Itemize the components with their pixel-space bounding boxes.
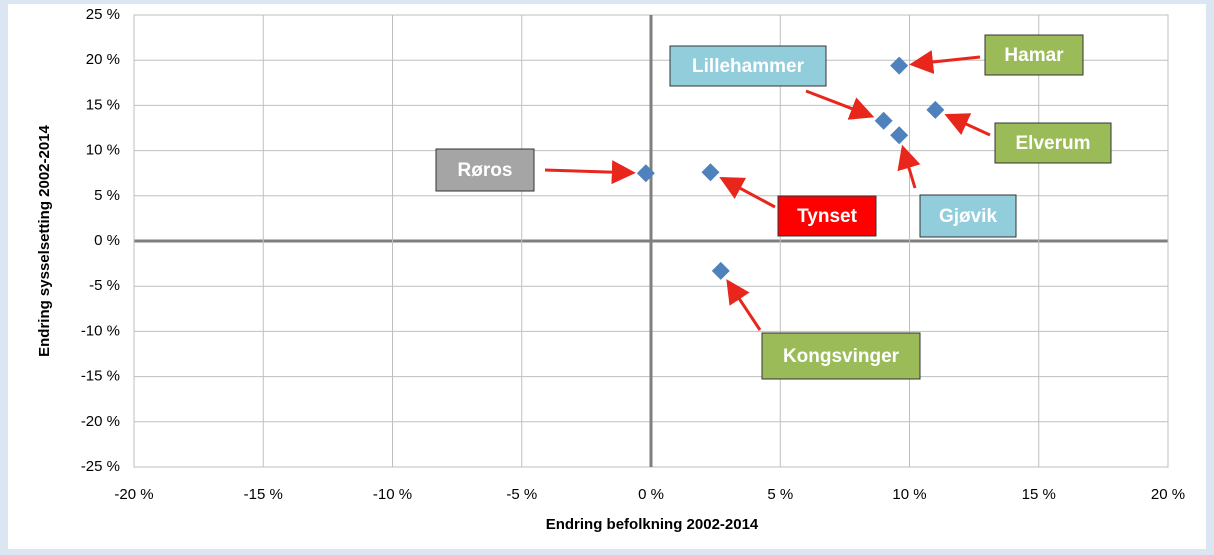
- arrow: [719, 177, 776, 209]
- y-tick-label: 25 %: [86, 6, 120, 23]
- arrow: [544, 160, 636, 185]
- label-box: [669, 45, 827, 87]
- label-box: [435, 148, 535, 192]
- arrow: [909, 50, 981, 74]
- point-label: Røros: [458, 160, 513, 181]
- x-tick-label: -15 %: [244, 486, 283, 503]
- y-tick-label: 0 %: [94, 232, 120, 249]
- y-tick-label: -20 %: [81, 413, 120, 430]
- point-label: Tynset: [797, 206, 858, 227]
- label-box: [919, 194, 1017, 238]
- arrow: [805, 89, 875, 120]
- x-tick-label: 20 %: [1151, 486, 1185, 503]
- y-axis-title: Endring sysselsetting 2002-2014: [36, 124, 53, 356]
- y-tick-label: 10 %: [86, 142, 120, 159]
- y-tick-label: 5 %: [94, 187, 120, 204]
- x-tick-label: -5 %: [506, 486, 537, 503]
- point: [636, 164, 655, 183]
- point: [926, 100, 945, 119]
- label-box: [994, 122, 1112, 164]
- point: [890, 56, 909, 75]
- y-tick-label: 20 %: [86, 51, 120, 68]
- y-tick-label: -25 %: [81, 458, 120, 475]
- x-tick-label: -10 %: [373, 486, 412, 503]
- point-label: Kongsvinger: [783, 346, 900, 367]
- point: [711, 261, 730, 280]
- point-label: Gjøvik: [939, 206, 998, 227]
- y-tick-label: -10 %: [81, 322, 120, 339]
- label-box: [777, 195, 877, 237]
- x-axis-title: Endring befolkning 2002-2014: [546, 516, 759, 533]
- point-label: Hamar: [1004, 45, 1064, 66]
- y-tick-label: 15 %: [86, 96, 120, 113]
- y-tick-label: -15 %: [81, 368, 120, 385]
- arrow: [726, 279, 762, 331]
- x-tick-label: 0 %: [638, 486, 664, 503]
- point: [701, 163, 720, 182]
- arrow: [944, 113, 991, 137]
- x-tick-label: 10 %: [892, 486, 926, 503]
- point-label: Lillehammer: [692, 56, 805, 77]
- y-tick-label: -5 %: [89, 277, 120, 294]
- x-tick-label: 5 %: [767, 486, 793, 503]
- label-box: [984, 34, 1084, 76]
- point: [890, 126, 909, 145]
- x-tick-label: -20 %: [114, 486, 153, 503]
- point-label: Elverum: [1016, 133, 1091, 154]
- x-tick-label: 15 %: [1022, 486, 1056, 503]
- label-box: [761, 332, 921, 380]
- point: [874, 111, 893, 130]
- arrow: [897, 144, 921, 189]
